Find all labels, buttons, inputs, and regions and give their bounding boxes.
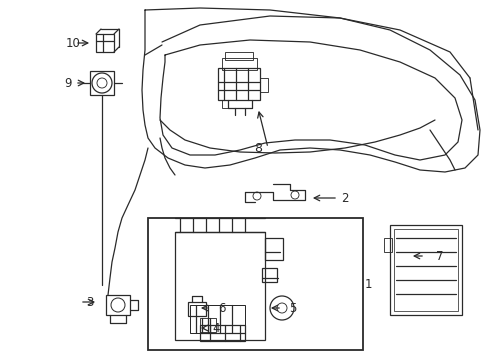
Text: 7: 7 xyxy=(435,249,443,262)
Bar xyxy=(389,225,461,315)
Text: 9: 9 xyxy=(64,77,72,90)
Bar xyxy=(175,232,264,340)
Bar xyxy=(190,305,244,333)
Bar xyxy=(222,100,251,108)
Bar xyxy=(200,325,244,341)
Text: 4: 4 xyxy=(212,321,219,334)
Text: 6: 6 xyxy=(218,302,225,315)
Text: 1: 1 xyxy=(364,279,371,292)
Text: 3: 3 xyxy=(86,296,94,309)
Text: 5: 5 xyxy=(289,302,296,315)
Bar xyxy=(96,34,114,52)
Bar xyxy=(187,302,205,316)
Text: 2: 2 xyxy=(341,192,348,204)
Bar xyxy=(222,58,257,70)
Bar xyxy=(264,238,283,260)
Bar xyxy=(218,68,260,100)
Bar xyxy=(383,238,391,252)
Bar xyxy=(148,218,362,350)
Bar xyxy=(224,52,252,60)
Bar xyxy=(260,78,267,92)
Bar xyxy=(200,318,216,332)
Bar xyxy=(393,229,457,311)
Text: 8: 8 xyxy=(253,141,262,154)
Bar xyxy=(262,268,276,282)
Bar xyxy=(106,295,130,315)
Text: 10: 10 xyxy=(65,36,80,50)
Bar xyxy=(90,71,114,95)
